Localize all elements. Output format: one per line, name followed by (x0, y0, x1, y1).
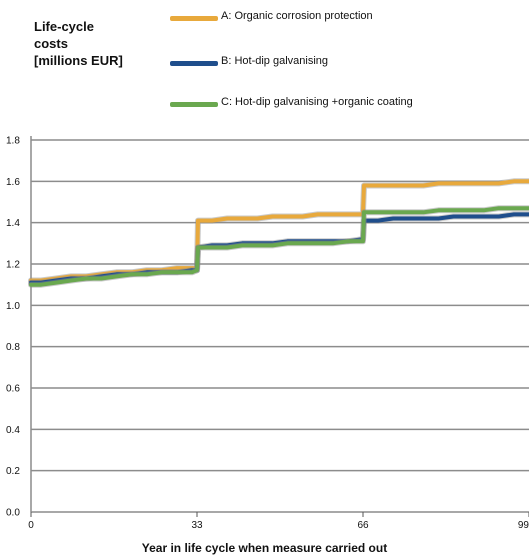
y-axis-label-line-1: Life-cycle (34, 19, 94, 34)
x-axis-label: Year in life cycle when measure carried … (141, 541, 388, 555)
legend-label-c: C: Hot-dip galvanising +organic coating (221, 96, 413, 108)
x-tick-label-2: 66 (357, 520, 369, 531)
y-tick-label-5: 1.0 (6, 301, 20, 312)
legend-label-a: A: Organic corrosion protection (221, 10, 373, 22)
y-tick-label-2: 0.4 (6, 425, 20, 436)
y-tick-label-8: 1.6 (6, 177, 20, 188)
y-axis-label-line-3: [millions EUR] (34, 53, 123, 68)
y-tick-label-0: 0.0 (6, 508, 20, 519)
y-axis-label-line-2: costs (34, 36, 68, 51)
legend-swatch-a (170, 16, 218, 21)
legend-swatch-b (170, 61, 218, 66)
y-tick-label-6: 1.2 (6, 260, 20, 271)
x-tick-label-0: 0 (28, 520, 34, 531)
x-tick-label-1: 33 (191, 520, 203, 531)
x-tick-label-3: 99 (518, 520, 529, 531)
legend-label-b: B: Hot-dip galvanising (221, 55, 329, 67)
series-line-shadow-0 (28, 178, 529, 284)
y-tick-label-1: 0.2 (6, 466, 20, 477)
y-axis-label: Life-cycle costs [millions EUR] (34, 18, 123, 69)
y-tick-label-7: 1.4 (6, 218, 20, 229)
legend-swatch-c (170, 102, 218, 107)
series-line-2 (29, 206, 529, 287)
y-tick-label-3: 0.6 (6, 384, 20, 395)
y-tick-label-4: 0.8 (6, 342, 20, 353)
series-line-0 (29, 179, 529, 283)
y-tick-label-9: 1.8 (6, 136, 20, 147)
